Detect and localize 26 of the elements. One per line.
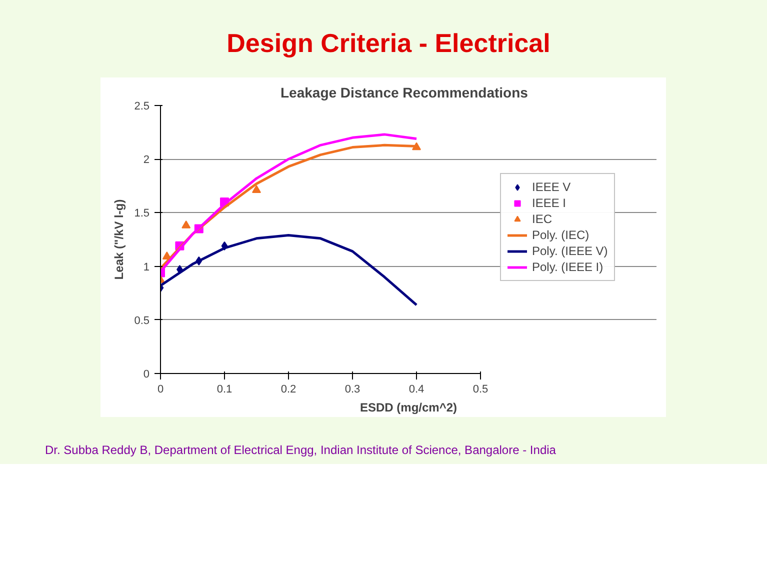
x-tick-label: 0.5 <box>472 384 488 396</box>
legend-label: IEEE I <box>532 196 566 210</box>
text: Design Criteria - Electrical <box>226 27 550 60</box>
chart-title: Leakage Distance Recommendations <box>280 84 528 101</box>
x-tick-label: 0.4 <box>408 384 424 396</box>
text: Dr. Subba Reddy B, Department of Electrical Engg, Indian Institute of Science, Bangalore - India <box>45 442 556 460</box>
y-tick-label: 1.5 <box>134 208 150 220</box>
x-axis-title: ESDD (mg/cm^2) <box>360 400 458 415</box>
y-tick-label: 1 <box>143 261 150 274</box>
x-tick-label: 0.3 <box>344 384 360 396</box>
legend-label: Poly. (IEEE I) <box>532 260 604 274</box>
y-tick-label: 0 <box>143 368 150 381</box>
legend-label: Poly. (IEEE V) <box>532 244 608 258</box>
y-tick-label: 2.5 <box>134 100 150 113</box>
point <box>252 185 261 194</box>
line-series <box>160 234 418 306</box>
legend-label: Poly. (IEC) <box>532 228 590 242</box>
legend-label: IEC <box>532 212 552 226</box>
x-tick-label: 0.2 <box>280 384 296 396</box>
point <box>182 220 191 229</box>
y-axis-title: Leak ("/kV l-g) <box>112 199 126 280</box>
x-tick-label: 0.1 <box>216 384 232 396</box>
y-tick-label: 0.5 <box>134 315 150 328</box>
y-tick-label: 2 <box>143 154 150 166</box>
x-tick-label: 0 <box>157 384 164 396</box>
legend-label: IEEE V <box>532 180 571 194</box>
